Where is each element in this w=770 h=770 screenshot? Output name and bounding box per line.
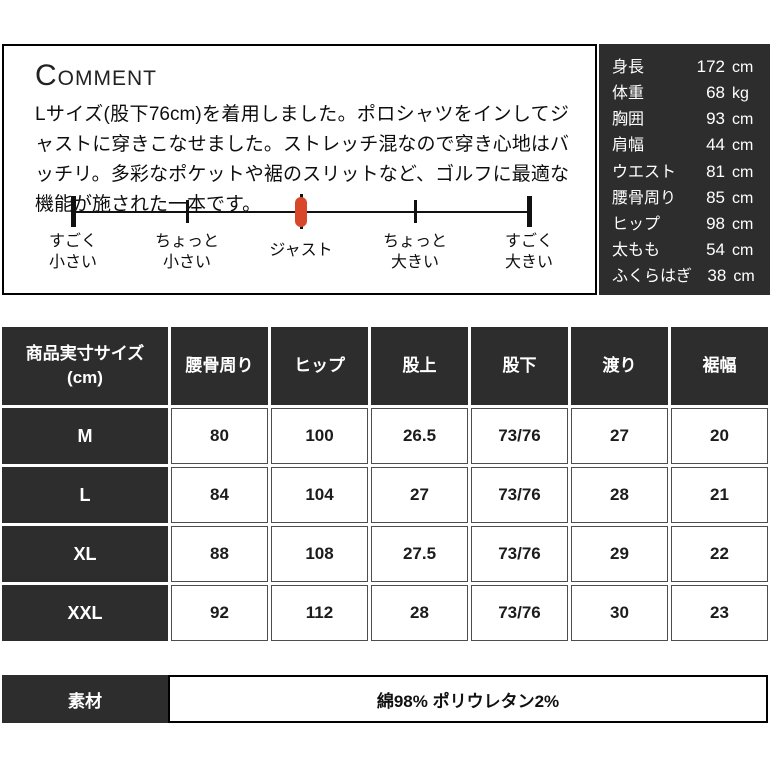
fit-scale-label-very-small: すごく 小さい <box>48 233 97 271</box>
size-row-label-l: L <box>2 467 168 523</box>
table-cell: 26.5 <box>371 408 468 464</box>
table-cell: 20 <box>671 408 768 464</box>
table-cell: 73/76 <box>471 585 568 641</box>
column-header-hem-width: 裾幅 <box>671 327 768 405</box>
model-row-shoulder: 肩幅 44 cm <box>612 135 754 155</box>
model-row-hipbone: 腰骨周り 85 cm <box>612 187 754 207</box>
size-row-label-xl: XL <box>2 526 168 582</box>
model-row-calf: ふくらはぎ 38 cm <box>612 266 755 285</box>
fit-scale-label-bit-large: ちょっと 大きい <box>382 233 447 271</box>
column-header-hip: ヒップ <box>271 327 368 405</box>
comment-title: COMMENT <box>35 59 595 93</box>
size-row-label-m: M <box>2 408 168 464</box>
model-row-waist: ウエスト 81 cm <box>612 161 754 181</box>
table-cell: 73/76 <box>471 467 568 523</box>
material-section: 素材 綿98% ポリウレタン2% <box>2 675 768 723</box>
table-cell: 88 <box>171 526 268 582</box>
table-cell: 29 <box>571 526 668 582</box>
size-table-corner-header: 商品実寸サイズ (cm) <box>2 327 168 405</box>
fit-scale-tick-1 <box>186 200 189 223</box>
table-cell: 27.5 <box>371 526 468 582</box>
table-cell: 80 <box>171 408 268 464</box>
table-cell: 84 <box>171 467 268 523</box>
fit-scale-tick-4 <box>527 196 532 227</box>
model-row-chest: 胸囲 93 cm <box>612 109 754 129</box>
fit-scale-diagram: すごく 小さい ちょっと 小さい ジャスト ちょっと 大きい すごく 大きい <box>4 46 595 293</box>
comment-title-initial: C <box>35 59 58 92</box>
table-cell: 28 <box>571 467 668 523</box>
table-cell: 100 <box>271 408 368 464</box>
column-header-rise: 股上 <box>371 327 468 405</box>
table-cell: 73/76 <box>471 526 568 582</box>
comment-title-rest: OMMENT <box>57 67 157 90</box>
comment-body-text: Lサイズ(股下76cm)を着用しました。ポロシャツをインしてジャストに穿きこなせ… <box>35 104 569 215</box>
column-header-thigh-width: 渡り <box>571 327 668 405</box>
model-row-hip: ヒップ 98 cm <box>612 213 754 233</box>
table-cell: 104 <box>271 467 368 523</box>
table-cell: 30 <box>571 585 668 641</box>
table-cell: 21 <box>671 467 768 523</box>
fit-scale-label-very-large: すごく 大きい <box>504 233 553 271</box>
model-measurements-panel: 身長 172 cm 体重 68 kg 胸囲 93 cm 肩幅 44 cm ウエス… <box>599 44 770 295</box>
table-cell: 22 <box>671 526 768 582</box>
table-cell: 27 <box>571 408 668 464</box>
table-cell: 112 <box>271 585 368 641</box>
fit-scale-label-just: ジャスト <box>269 242 333 259</box>
size-row-label-xxl: XXL <box>2 585 168 641</box>
table-cell: 28 <box>371 585 468 641</box>
column-header-inseam: 股下 <box>471 327 568 405</box>
material-value: 綿98% ポリウレタン2% <box>168 675 768 723</box>
size-spec-table: 商品実寸サイズ (cm) 腰骨周り ヒップ 股上 股下 渡り 裾幅 M 80 10… <box>2 327 768 641</box>
model-row-thigh: 太もも 54 cm <box>612 239 754 259</box>
fit-scale-selected-marker <box>295 197 307 227</box>
table-cell: 108 <box>271 526 368 582</box>
table-cell: 27 <box>371 467 468 523</box>
fit-scale-tick-3 <box>414 200 417 223</box>
table-cell: 23 <box>671 585 768 641</box>
model-row-height: 身長 172 cm <box>612 57 754 76</box>
table-cell: 92 <box>171 585 268 641</box>
material-label: 素材 <box>2 675 168 723</box>
column-header-hipbone: 腰骨周り <box>171 327 268 405</box>
comment-section: COMMENT Lサイズ(股下76cm)を着用しました。ポロシャツをインしてジャ… <box>2 44 597 295</box>
fit-scale-tick-0 <box>71 196 76 227</box>
table-cell: 73/76 <box>471 408 568 464</box>
model-row-weight: 体重 68 kg <box>612 83 749 103</box>
fit-scale-label-bit-small: ちょっと 小さい <box>154 233 219 271</box>
